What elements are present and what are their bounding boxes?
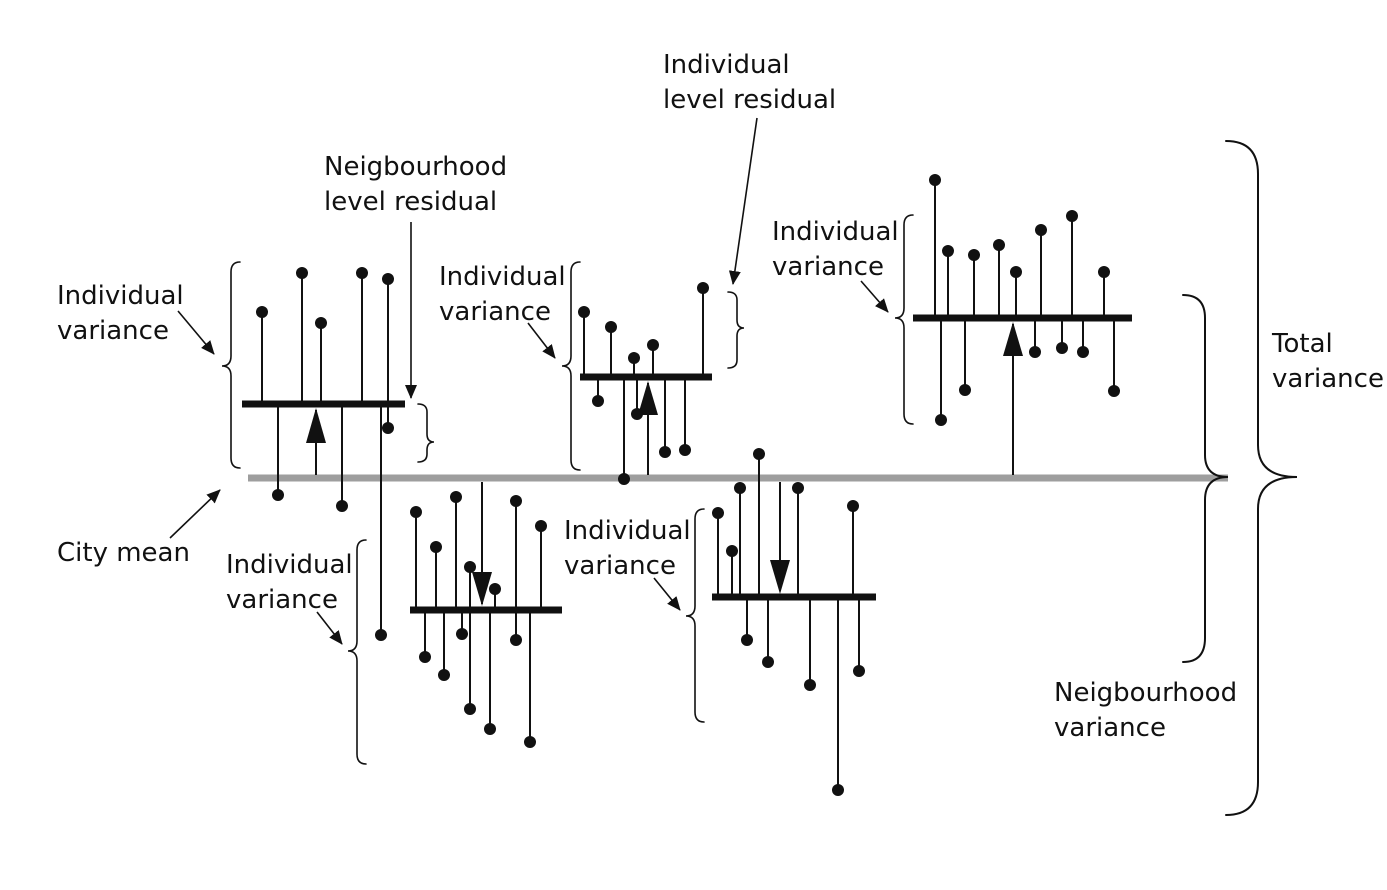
pointer-individual-variance-3 [527, 322, 556, 359]
brace-individual-variance-5 [894, 214, 914, 425]
neighbourhood-3 [578, 282, 712, 485]
label-line: Individual [226, 550, 353, 580]
brace-individual-variance-4 [685, 508, 705, 723]
label-individual-variance-2: Individual variance [226, 548, 353, 618]
brace-individual-variance-3 [561, 261, 581, 471]
label-line: Neigbourhood [1054, 678, 1238, 708]
label-line: Individual [57, 281, 184, 311]
label-line: variance [57, 316, 169, 346]
brace-neighbourhood-variance [1182, 294, 1229, 663]
individual-stems [256, 267, 394, 641]
neighbourhood-1 [242, 267, 405, 641]
label-line: Individual [663, 50, 790, 80]
individual-stems [410, 491, 547, 748]
label-line: level residual [663, 85, 837, 115]
neighbourhood-residual-arrowhead [1003, 322, 1023, 356]
label-individual-variance-4: Individual variance [564, 514, 691, 584]
label-line: City mean [57, 538, 190, 568]
brace-total-variance [1225, 140, 1298, 816]
individual-stems [929, 174, 1120, 426]
label-line: variance [439, 297, 551, 327]
label-line: Individual [439, 262, 566, 292]
label-line: variance [1272, 364, 1384, 394]
individual-stems [712, 448, 865, 796]
pointer-individual-variance-2 [316, 611, 343, 645]
label-individual-variance-1: Individual variance [57, 279, 184, 349]
label-line: variance [226, 585, 338, 615]
neighbourhood-residual-arrowhead [638, 381, 658, 415]
label-individual-variance-5: Individual variance [772, 215, 899, 285]
label-line: Individual [564, 516, 691, 546]
pointer-individual-level-residual [728, 117, 758, 285]
label-line: variance [772, 252, 884, 282]
neighbourhood-5 [913, 174, 1132, 475]
label-line: Total [1272, 329, 1333, 359]
neighbourhood-4 [712, 448, 876, 796]
neighbourhood-2 [410, 482, 562, 748]
label-line: Individual [772, 217, 899, 247]
label-line: variance [564, 551, 676, 581]
neighbourhood-residual-arrowhead [472, 572, 492, 606]
label-individual-level-residual: Individual level residual [663, 48, 836, 118]
label-individual-variance-3: Individual variance [439, 260, 566, 330]
label-neighbourhood-variance: Neigbourhood variance [1054, 676, 1237, 746]
pointer-individual-variance-4 [653, 577, 681, 611]
brace-individual-variance-1 [221, 261, 241, 469]
pointer-individual-variance-5 [860, 280, 889, 313]
neighbourhood-residual-arrowhead [306, 408, 326, 443]
individual-stems [578, 282, 709, 485]
pointer-city-mean [169, 489, 221, 539]
pointer-individual-variance-1 [177, 310, 215, 355]
label-city-mean: City mean [57, 536, 190, 571]
label-line: level residual [324, 187, 498, 217]
label-line: Neigbourhood [324, 152, 508, 182]
label-neighbourhood-level-residual: Neigbourhood level residual [324, 150, 507, 220]
brace-neighbourhood-residual [417, 403, 435, 463]
brace-individual-variance-2 [347, 539, 367, 765]
brace-individual-residual [727, 291, 745, 369]
label-total-variance: Total variance [1272, 327, 1384, 397]
neighbourhood-residual-arrowhead [770, 560, 790, 594]
label-line: variance [1054, 713, 1166, 743]
